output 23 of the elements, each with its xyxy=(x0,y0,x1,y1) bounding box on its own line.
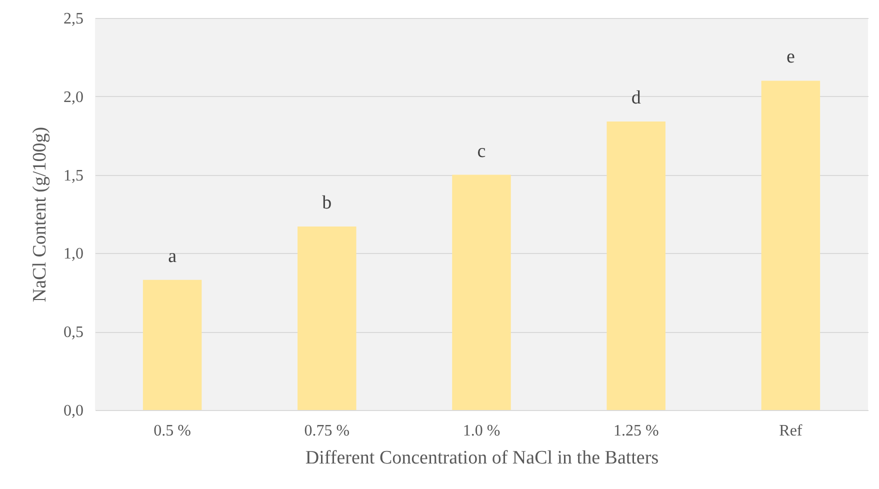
bar xyxy=(452,174,511,410)
y-tick-label: 1,5 xyxy=(64,167,84,184)
y-axis-title: NaCl Content (g/100g) xyxy=(30,126,50,302)
x-tick-label: 0.75 % xyxy=(304,422,350,440)
bar xyxy=(761,80,820,410)
x-tick-label: 1.0 % xyxy=(462,422,500,440)
annotation: e xyxy=(786,46,795,68)
x-axis-title: Different Concentration of NaCl in the Batters xyxy=(305,448,659,468)
annotation: b xyxy=(322,192,332,214)
x-tick-label: Ref xyxy=(779,422,803,440)
annotation: a xyxy=(168,246,178,267)
y-tick-label: 2,0 xyxy=(64,88,84,106)
x-tick-label: 0.5 % xyxy=(154,422,191,440)
bar xyxy=(606,121,666,410)
bar xyxy=(142,280,202,410)
x-tick-label: 1.25 % xyxy=(613,422,659,440)
y-tick-label: 0,5 xyxy=(64,324,84,342)
y-tick-label: 1,0 xyxy=(64,246,84,263)
y-tick-label: 0,0 xyxy=(64,402,84,420)
bar xyxy=(298,226,356,410)
annotation: d xyxy=(631,87,642,108)
annotation: c xyxy=(477,140,486,162)
y-tick-label: 2,5 xyxy=(64,10,84,28)
